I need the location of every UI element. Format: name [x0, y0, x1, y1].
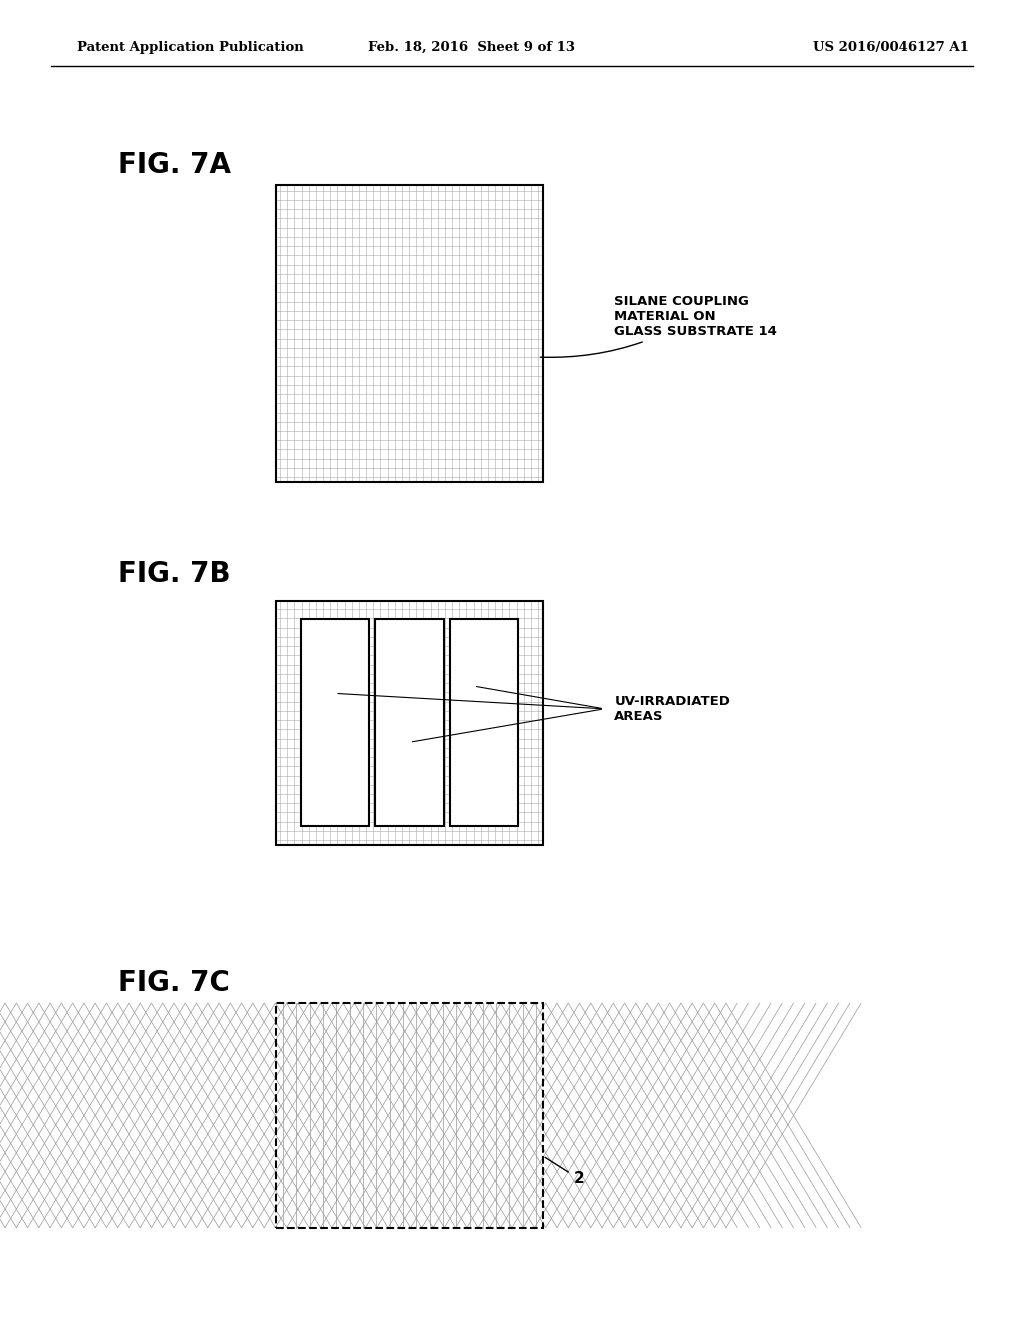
Text: FIG. 7A: FIG. 7A — [118, 150, 230, 180]
Text: FIG. 7B: FIG. 7B — [118, 560, 230, 589]
Bar — [276, 185, 543, 482]
Bar — [301, 619, 370, 826]
Bar — [276, 601, 543, 845]
Bar — [276, 1003, 543, 1228]
Bar — [450, 619, 518, 826]
Bar — [376, 619, 443, 826]
Text: FIG. 7C: FIG. 7C — [118, 969, 229, 998]
Text: Patent Application Publication: Patent Application Publication — [77, 41, 303, 54]
Text: US 2016/0046127 A1: US 2016/0046127 A1 — [813, 41, 969, 54]
Text: UV-IRRADIATED
AREAS: UV-IRRADIATED AREAS — [614, 694, 730, 723]
Text: Feb. 18, 2016  Sheet 9 of 13: Feb. 18, 2016 Sheet 9 of 13 — [368, 41, 574, 54]
Text: 2: 2 — [545, 1158, 584, 1187]
Text: SILANE COUPLING
MATERIAL ON
GLASS SUBSTRATE 14: SILANE COUPLING MATERIAL ON GLASS SUBSTR… — [541, 296, 777, 358]
